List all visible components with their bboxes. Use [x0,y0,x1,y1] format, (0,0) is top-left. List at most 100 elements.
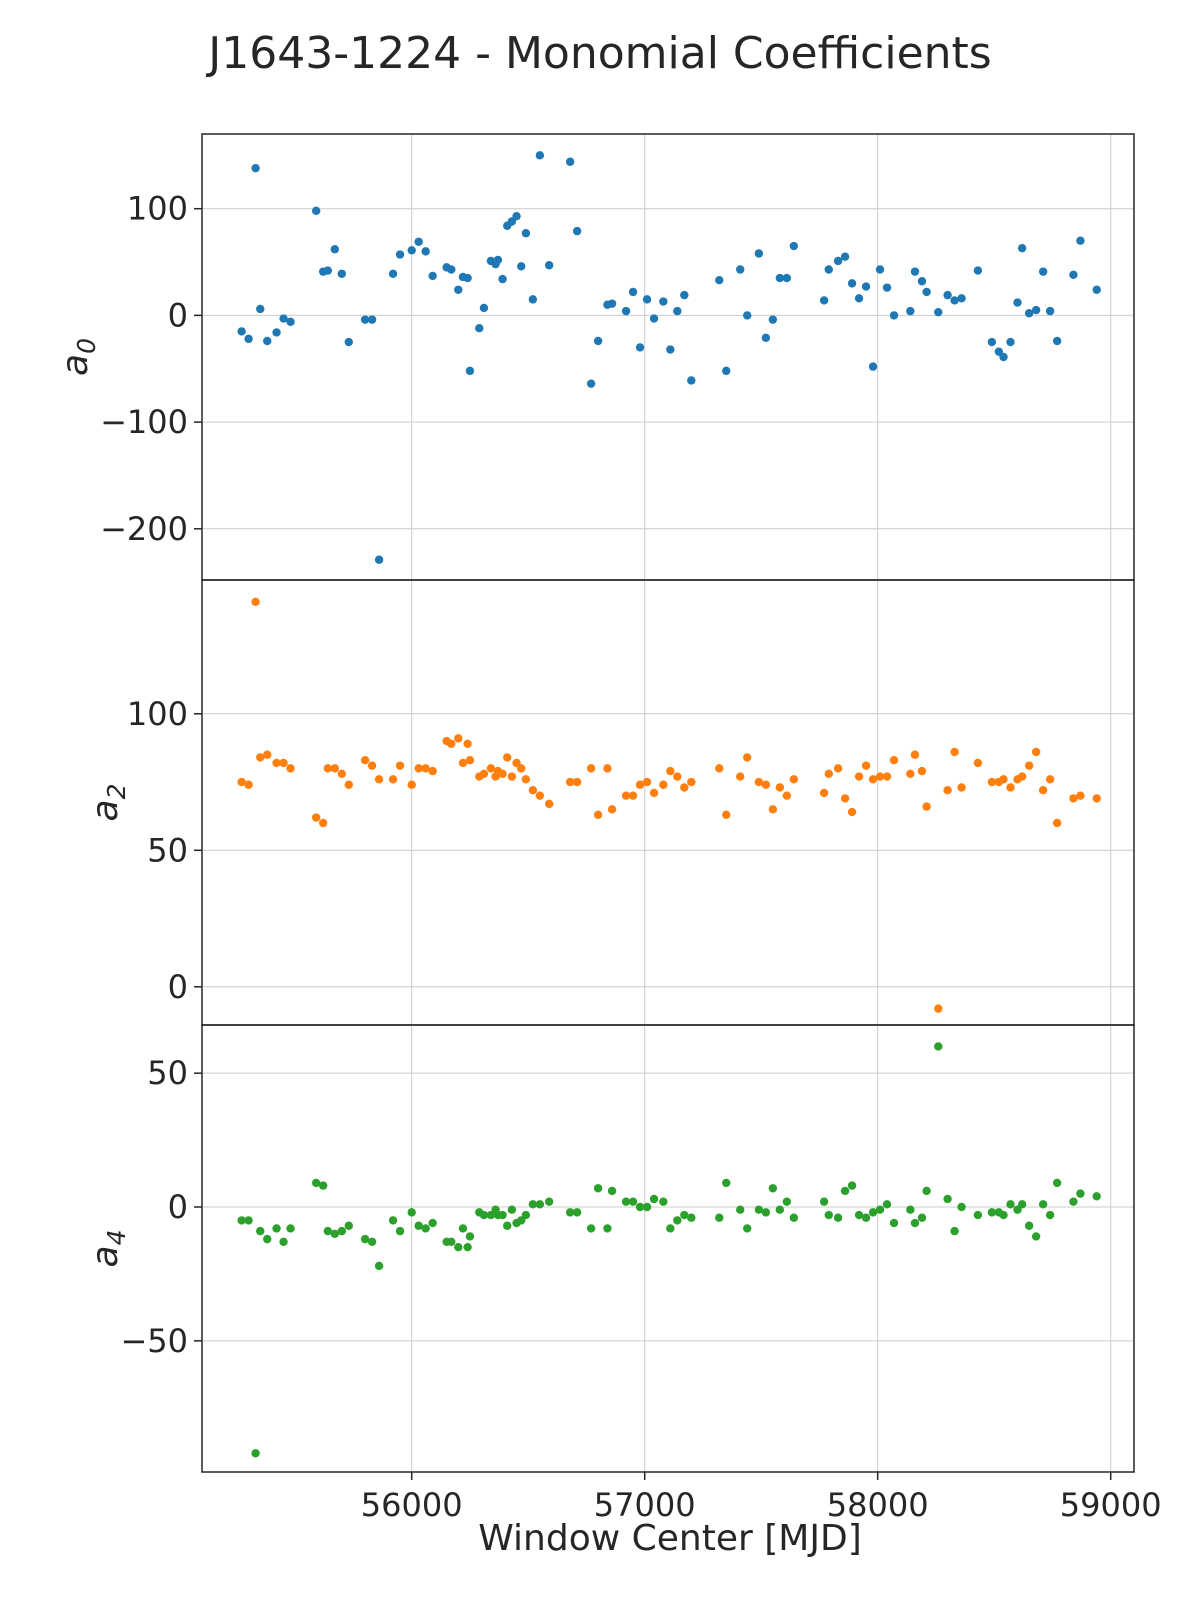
data-point [586,379,596,388]
data-point [521,1210,531,1220]
x-axis-label: Window Center [MJD] [478,1518,861,1559]
data-point [768,315,778,324]
data-point [344,337,353,347]
y-axis-label: a2 [85,784,131,822]
panel-frame [201,133,1135,581]
x-tick-label: 56000 [361,1486,463,1524]
data-point [819,296,829,305]
data-point [1031,305,1041,315]
data-point [833,1213,843,1222]
data-point [367,1237,377,1247]
data-point [517,262,526,271]
panel-frame [201,1024,1135,1473]
y-axis-label: a4 [85,1230,131,1268]
data-point [251,163,260,173]
data-point [840,1186,850,1196]
data-point [1092,794,1101,803]
data-point [819,1197,829,1206]
y-tick-label: 0 [168,968,188,1006]
data-point [1052,1178,1062,1188]
data-point [535,791,545,800]
data-point [528,786,538,795]
data-point [1038,786,1048,795]
data-point [847,807,857,817]
data-point [1069,794,1078,803]
data-point [414,237,423,246]
data-point [768,1184,778,1193]
data-point [649,788,659,798]
data-point [910,1218,920,1228]
data-point [1024,761,1034,770]
y-tick-label: −100 [100,403,188,441]
data-point [407,780,416,789]
data-point [286,317,295,326]
chart-title: J1643-1224 - Monomial Coefficients [205,28,991,79]
data-point [987,337,997,347]
data-point [666,345,675,354]
data-point [889,311,899,320]
data-point [318,818,328,828]
data-point [789,775,799,784]
data-point [868,1208,878,1217]
data-point [722,1178,731,1188]
data-point [957,1202,966,1212]
data-point [782,1197,792,1206]
data-point [272,328,281,337]
data-point [973,266,983,275]
data-point [789,1213,799,1222]
data-point [761,1208,771,1217]
data-point [1017,772,1027,781]
data-point [1076,791,1085,800]
data-point [642,777,652,787]
data-point [407,246,416,255]
panels: 100 0 −100 −200 a0 100 50 0 a2 50 0 −50 a4 [55,133,1135,1473]
data-point [987,777,997,787]
data-point [754,249,764,258]
data-point [1052,818,1062,828]
data-point [854,1210,864,1220]
data-point [868,775,878,784]
data-point [854,294,864,303]
data-point [680,290,689,300]
data-point [286,1224,295,1233]
data-point [722,810,731,819]
y-tick-label: −200 [100,510,188,548]
data-point [360,315,370,324]
data-point [493,255,503,265]
data-point [237,777,246,787]
data-point [1038,267,1048,276]
data-point [715,275,724,285]
data-point [1052,336,1062,346]
data-point [323,266,333,275]
y-tick-label: 0 [168,296,188,334]
data-point [1069,1197,1078,1206]
data-point [840,252,850,261]
data-point [1006,783,1015,792]
data-point [586,764,596,773]
data-point [323,1226,333,1236]
data-point [736,772,745,781]
data-point [565,157,575,166]
data-point [344,1221,353,1230]
data-point [635,780,645,789]
data-point [593,810,603,819]
data-point [950,747,959,757]
data-point [1006,337,1015,347]
panel-4: 50 0 −50 a4 [85,1024,1135,1473]
data-point [628,791,638,800]
data-point [535,1200,545,1209]
data-point [754,777,764,787]
data-point [1045,775,1055,784]
data-point [642,1202,652,1212]
data-point [910,750,920,759]
data-point [572,1208,582,1217]
data-point [973,758,983,768]
data-point [761,333,771,342]
data-point [603,764,612,773]
data-point [1006,1200,1015,1209]
data-point [910,267,920,276]
data-point [428,1218,437,1228]
data-point [649,314,659,323]
data-point [388,269,398,278]
data-point [1092,285,1101,294]
